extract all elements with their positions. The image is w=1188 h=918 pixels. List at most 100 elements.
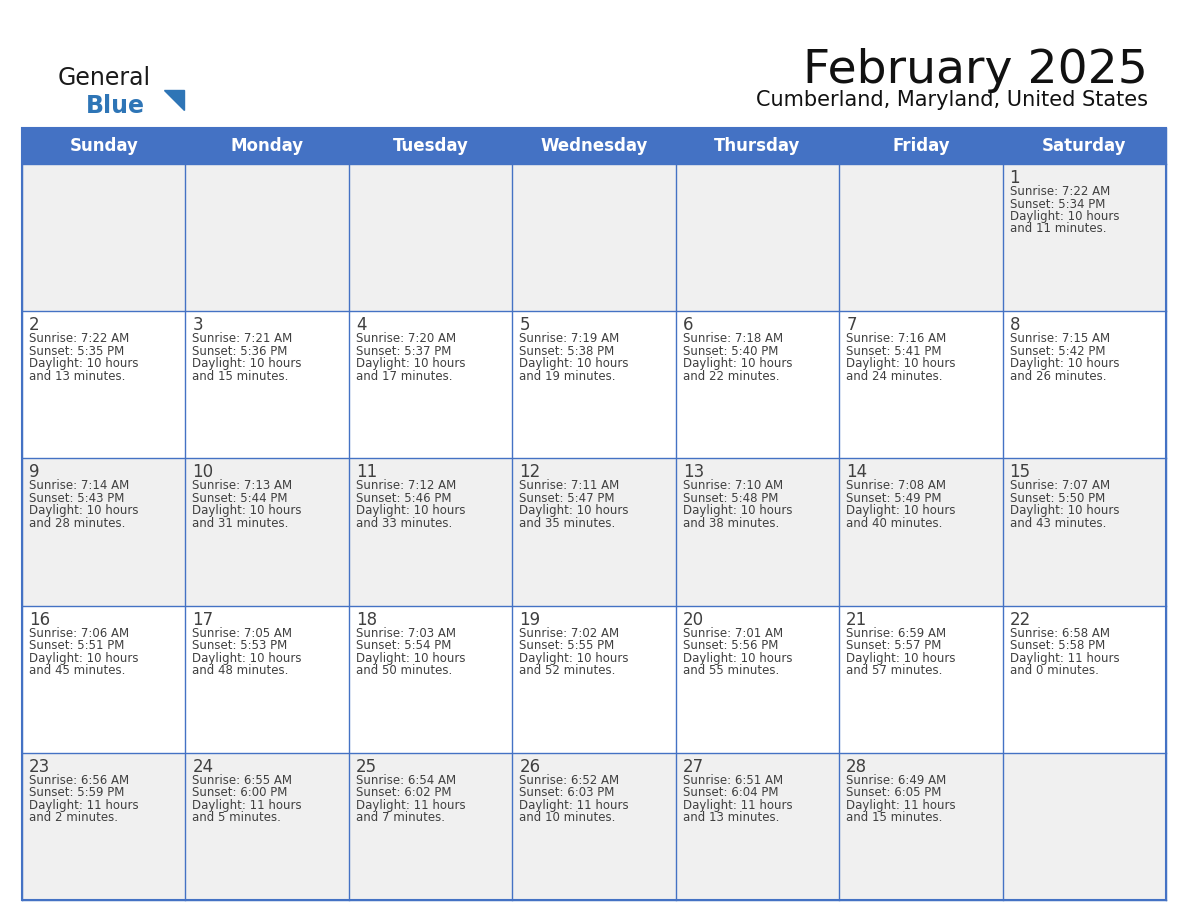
Text: Daylight: 10 hours: Daylight: 10 hours xyxy=(29,652,139,665)
Bar xyxy=(23,128,1165,900)
Bar xyxy=(23,311,185,458)
Text: Sunset: 5:44 PM: Sunset: 5:44 PM xyxy=(192,492,287,505)
Bar xyxy=(185,753,349,900)
Bar xyxy=(512,164,676,311)
Bar xyxy=(23,164,185,311)
Bar xyxy=(349,311,512,458)
Text: and 0 minutes.: and 0 minutes. xyxy=(1010,664,1099,677)
Bar xyxy=(23,606,185,753)
Bar xyxy=(512,458,676,606)
Text: Cumberland, Maryland, United States: Cumberland, Maryland, United States xyxy=(756,90,1148,110)
Bar xyxy=(185,311,349,458)
Text: 13: 13 xyxy=(683,464,704,481)
Text: Daylight: 10 hours: Daylight: 10 hours xyxy=(846,357,955,370)
Text: Sunset: 5:54 PM: Sunset: 5:54 PM xyxy=(356,639,451,652)
Bar xyxy=(512,753,676,900)
Bar xyxy=(23,128,1165,164)
Text: and 28 minutes.: and 28 minutes. xyxy=(29,517,126,530)
Text: Sunrise: 7:14 AM: Sunrise: 7:14 AM xyxy=(29,479,129,492)
Text: Daylight: 10 hours: Daylight: 10 hours xyxy=(846,504,955,518)
Text: Daylight: 11 hours: Daylight: 11 hours xyxy=(1010,652,1119,665)
Text: 28: 28 xyxy=(846,757,867,776)
Text: and 45 minutes.: and 45 minutes. xyxy=(29,664,126,677)
Text: Sunset: 5:58 PM: Sunset: 5:58 PM xyxy=(1010,639,1105,652)
Text: and 33 minutes.: and 33 minutes. xyxy=(356,517,453,530)
Bar xyxy=(349,164,512,311)
Text: 15: 15 xyxy=(1010,464,1031,481)
Text: Daylight: 10 hours: Daylight: 10 hours xyxy=(1010,357,1119,370)
Bar xyxy=(1003,164,1165,311)
Text: Sunrise: 6:49 AM: Sunrise: 6:49 AM xyxy=(846,774,947,787)
Text: and 48 minutes.: and 48 minutes. xyxy=(192,664,289,677)
Text: Sunrise: 7:18 AM: Sunrise: 7:18 AM xyxy=(683,332,783,345)
Text: Daylight: 10 hours: Daylight: 10 hours xyxy=(846,652,955,665)
Bar xyxy=(349,458,512,606)
Text: Sunset: 5:42 PM: Sunset: 5:42 PM xyxy=(1010,344,1105,358)
Text: 7: 7 xyxy=(846,316,857,334)
Text: 18: 18 xyxy=(356,610,377,629)
Text: General: General xyxy=(58,66,151,90)
Bar xyxy=(839,164,1003,311)
Text: Sunrise: 7:22 AM: Sunrise: 7:22 AM xyxy=(29,332,129,345)
Text: Sunset: 5:50 PM: Sunset: 5:50 PM xyxy=(1010,492,1105,505)
Bar xyxy=(676,311,839,458)
Text: 24: 24 xyxy=(192,757,214,776)
Text: Daylight: 11 hours: Daylight: 11 hours xyxy=(519,799,628,812)
Text: Sunrise: 7:13 AM: Sunrise: 7:13 AM xyxy=(192,479,292,492)
Bar xyxy=(839,606,1003,753)
Text: Sunset: 5:41 PM: Sunset: 5:41 PM xyxy=(846,344,942,358)
Text: Daylight: 11 hours: Daylight: 11 hours xyxy=(683,799,792,812)
Text: Sunrise: 7:22 AM: Sunrise: 7:22 AM xyxy=(1010,185,1110,198)
Bar xyxy=(349,606,512,753)
Text: Sunset: 6:03 PM: Sunset: 6:03 PM xyxy=(519,787,614,800)
Text: 21: 21 xyxy=(846,610,867,629)
Text: Daylight: 10 hours: Daylight: 10 hours xyxy=(356,652,466,665)
Bar xyxy=(1003,458,1165,606)
Text: February 2025: February 2025 xyxy=(803,48,1148,93)
Bar xyxy=(839,311,1003,458)
Text: and 57 minutes.: and 57 minutes. xyxy=(846,664,942,677)
Text: and 2 minutes.: and 2 minutes. xyxy=(29,812,118,824)
Text: Daylight: 10 hours: Daylight: 10 hours xyxy=(519,504,628,518)
Text: Sunrise: 6:55 AM: Sunrise: 6:55 AM xyxy=(192,774,292,787)
Bar xyxy=(185,606,349,753)
Text: Sunrise: 6:51 AM: Sunrise: 6:51 AM xyxy=(683,774,783,787)
Text: 14: 14 xyxy=(846,464,867,481)
Text: Wednesday: Wednesday xyxy=(541,137,647,155)
Text: Daylight: 11 hours: Daylight: 11 hours xyxy=(29,799,139,812)
Text: 27: 27 xyxy=(683,757,703,776)
Bar xyxy=(676,164,839,311)
Text: 26: 26 xyxy=(519,757,541,776)
Text: Sunrise: 6:56 AM: Sunrise: 6:56 AM xyxy=(29,774,129,787)
Text: Daylight: 11 hours: Daylight: 11 hours xyxy=(192,799,302,812)
Text: and 24 minutes.: and 24 minutes. xyxy=(846,370,942,383)
Text: Daylight: 11 hours: Daylight: 11 hours xyxy=(846,799,956,812)
Text: Daylight: 10 hours: Daylight: 10 hours xyxy=(683,652,792,665)
Text: Daylight: 10 hours: Daylight: 10 hours xyxy=(192,652,302,665)
Text: and 26 minutes.: and 26 minutes. xyxy=(1010,370,1106,383)
Text: 20: 20 xyxy=(683,610,703,629)
Text: Sunset: 5:36 PM: Sunset: 5:36 PM xyxy=(192,344,287,358)
Text: and 17 minutes.: and 17 minutes. xyxy=(356,370,453,383)
Text: Sunrise: 7:03 AM: Sunrise: 7:03 AM xyxy=(356,627,456,640)
Text: 25: 25 xyxy=(356,757,377,776)
Text: 8: 8 xyxy=(1010,316,1020,334)
Text: Sunrise: 7:01 AM: Sunrise: 7:01 AM xyxy=(683,627,783,640)
Text: 2: 2 xyxy=(29,316,39,334)
Text: Daylight: 10 hours: Daylight: 10 hours xyxy=(519,357,628,370)
Text: Sunset: 5:48 PM: Sunset: 5:48 PM xyxy=(683,492,778,505)
Bar xyxy=(676,753,839,900)
Text: Sunset: 6:05 PM: Sunset: 6:05 PM xyxy=(846,787,942,800)
Text: Sunrise: 7:19 AM: Sunrise: 7:19 AM xyxy=(519,332,619,345)
Text: Sunrise: 6:54 AM: Sunrise: 6:54 AM xyxy=(356,774,456,787)
Text: Sunrise: 7:21 AM: Sunrise: 7:21 AM xyxy=(192,332,292,345)
Text: and 19 minutes.: and 19 minutes. xyxy=(519,370,615,383)
Text: Daylight: 10 hours: Daylight: 10 hours xyxy=(683,504,792,518)
Text: Sunrise: 6:59 AM: Sunrise: 6:59 AM xyxy=(846,627,947,640)
Text: and 31 minutes.: and 31 minutes. xyxy=(192,517,289,530)
Text: 11: 11 xyxy=(356,464,377,481)
Bar xyxy=(839,458,1003,606)
Text: Sunset: 5:43 PM: Sunset: 5:43 PM xyxy=(29,492,125,505)
Text: and 43 minutes.: and 43 minutes. xyxy=(1010,517,1106,530)
Text: and 11 minutes.: and 11 minutes. xyxy=(1010,222,1106,236)
